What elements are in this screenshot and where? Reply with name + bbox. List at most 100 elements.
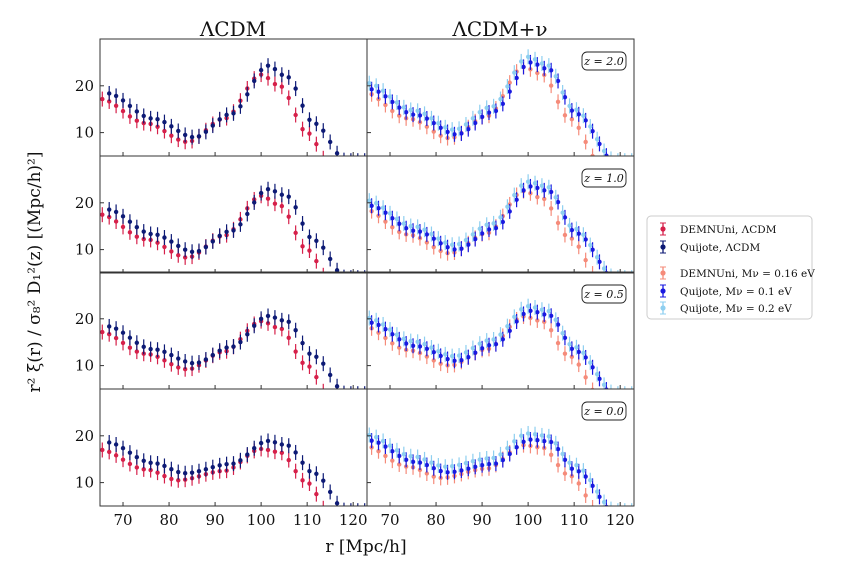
- data-point: [397, 462, 402, 467]
- x-tick-label: 100: [514, 511, 543, 529]
- data-point: [424, 346, 430, 351]
- data-point: [127, 461, 133, 467]
- data-point: [597, 396, 601, 400]
- series-markers: [369, 303, 609, 389]
- data-point: [321, 245, 326, 250]
- data-point: [349, 280, 353, 284]
- y-tick-label: 10: [75, 474, 94, 492]
- data-point: [555, 78, 561, 84]
- data-point: [500, 457, 506, 463]
- data-point: [120, 108, 126, 114]
- data-point: [148, 460, 153, 465]
- data-point: [394, 216, 400, 222]
- data-point: [560, 90, 565, 95]
- data-point: [342, 163, 346, 167]
- data-point: [452, 358, 457, 363]
- data-point: [597, 513, 601, 517]
- data-point: [546, 185, 552, 190]
- data-point: [424, 462, 430, 468]
- data-point: [590, 483, 595, 489]
- data-point: [567, 341, 572, 347]
- data-point: [507, 209, 512, 214]
- data-point: [611, 161, 615, 165]
- data-point: [443, 352, 448, 357]
- data-point: [401, 336, 407, 342]
- data-point: [611, 163, 615, 167]
- data-point: [623, 391, 627, 395]
- data-point: [590, 247, 595, 252]
- data-point: [401, 451, 407, 457]
- data-point: [369, 203, 374, 208]
- data-point: [286, 443, 291, 448]
- data-point: [401, 105, 407, 110]
- data-point: [512, 439, 517, 444]
- data-point: [189, 470, 195, 475]
- data-point: [238, 339, 243, 345]
- data-point: [120, 340, 126, 346]
- data-point: [210, 239, 215, 244]
- data-point: [431, 474, 436, 479]
- redshift-box: [581, 284, 627, 304]
- data-point: [539, 183, 545, 188]
- data-point: [609, 157, 613, 161]
- data-point: [445, 129, 450, 135]
- data-point: [286, 335, 291, 341]
- data-point: [169, 133, 174, 138]
- data-point: [362, 89, 366, 93]
- data-point: [307, 481, 312, 486]
- data-point: [498, 215, 503, 220]
- data-point: [507, 451, 512, 457]
- data-point: [532, 57, 538, 62]
- data-point: [390, 341, 395, 346]
- panel-data: [100, 181, 373, 284]
- data-point: [369, 275, 373, 279]
- data-point: [498, 452, 503, 457]
- data-point: [397, 453, 402, 459]
- data-point: [443, 125, 448, 130]
- data-point: [410, 228, 416, 233]
- data-point: [162, 119, 167, 125]
- data-point: [390, 332, 395, 337]
- data-point: [431, 129, 436, 134]
- series-markers: [107, 181, 373, 279]
- data-point: [286, 75, 291, 80]
- panel-grid: z = 2.0 z = 1.0 z = 0.5 z = 0.0: [99, 38, 635, 517]
- data-point: [127, 103, 133, 109]
- data-point: [436, 236, 441, 241]
- data-point: [383, 210, 388, 215]
- data-point: [328, 163, 332, 167]
- data-point: [466, 466, 471, 471]
- data-point: [300, 103, 305, 108]
- data-point: [588, 360, 593, 365]
- data-point: [548, 313, 554, 318]
- data-point: [491, 455, 496, 461]
- data-point: [479, 114, 485, 120]
- data-point: [155, 470, 160, 475]
- tick-labels: 10 20 10 20 10 20 10 20 70 80 90 100 110 120 70 80 90 100…: [75, 77, 635, 529]
- data-point: [555, 99, 561, 105]
- data-point: [514, 197, 519, 202]
- series-markers: [369, 183, 595, 273]
- x-tick-label: 80: [160, 511, 179, 529]
- series-markers: [367, 174, 633, 273]
- data-point: [410, 112, 416, 117]
- data-point: [493, 461, 499, 466]
- data-point: [224, 461, 229, 467]
- data-point: [328, 280, 332, 284]
- data-point: [463, 237, 469, 243]
- data-point: [113, 442, 119, 447]
- data-point: [321, 273, 325, 277]
- data-point: [604, 163, 608, 167]
- data-point: [500, 337, 506, 342]
- data-point: [500, 101, 506, 107]
- data-point: [120, 445, 126, 451]
- data-point: [394, 100, 400, 105]
- data-point: [555, 340, 561, 346]
- data-point: [528, 184, 533, 189]
- data-point: [265, 438, 271, 444]
- data-point: [500, 219, 506, 225]
- legend-marker-dot: [660, 288, 666, 294]
- data-point: [231, 228, 236, 233]
- data-point: [539, 61, 545, 66]
- data-point: [279, 203, 285, 209]
